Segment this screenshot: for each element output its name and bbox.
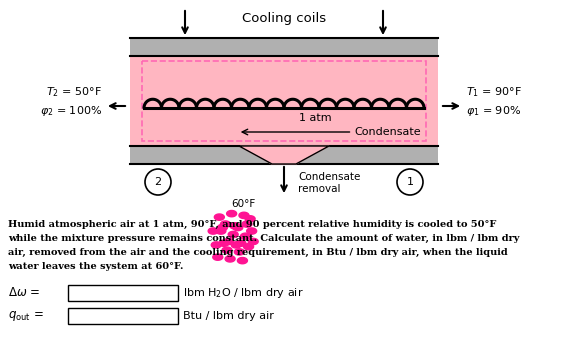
Text: Btu / lbm dry air: Btu / lbm dry air [183,311,274,321]
Polygon shape [213,254,223,260]
Polygon shape [233,224,243,231]
Polygon shape [247,228,257,234]
Polygon shape [228,231,238,238]
FancyBboxPatch shape [130,56,438,146]
Polygon shape [229,223,240,229]
Polygon shape [227,211,237,217]
Polygon shape [244,244,253,250]
Text: $q_\mathrm{out}$ =: $q_\mathrm{out}$ = [8,309,44,323]
Polygon shape [208,228,218,234]
Polygon shape [218,224,227,231]
Polygon shape [216,228,226,234]
Polygon shape [242,221,252,227]
Polygon shape [240,233,250,239]
Text: 60°F: 60°F [232,199,256,209]
Text: 1: 1 [407,177,414,187]
Polygon shape [219,240,229,246]
Polygon shape [237,258,248,264]
Text: $\Delta\omega$ =: $\Delta\omega$ = [8,286,40,300]
Polygon shape [239,146,329,164]
Polygon shape [239,212,249,219]
Text: while the mixture pressure remains constant. Calculate the amount of water, in l: while the mixture pressure remains const… [8,234,519,243]
FancyBboxPatch shape [68,285,178,301]
Text: 1 atm: 1 atm [299,113,332,123]
Polygon shape [211,242,221,248]
FancyBboxPatch shape [68,308,178,324]
Polygon shape [220,221,231,227]
Text: removal: removal [298,184,340,194]
Text: air, removed from the air and the cooling requirement, in Btu / lbm dry air, whe: air, removed from the air and the coolin… [8,248,508,257]
Text: 2: 2 [154,177,161,187]
Polygon shape [235,249,244,255]
FancyBboxPatch shape [130,146,438,164]
Polygon shape [224,238,233,245]
Text: $T_2$ = 50°F: $T_2$ = 50°F [46,85,102,99]
Polygon shape [225,256,235,262]
Polygon shape [214,214,224,220]
Polygon shape [222,247,232,253]
Text: Humid atmospheric air at 1 atm, 90°F, and 90 percent relative humidity is cooled: Humid atmospheric air at 1 atm, 90°F, an… [8,220,496,229]
Text: Condensate: Condensate [354,127,421,137]
Text: $\varphi_1$ = 90%: $\varphi_1$ = 90% [466,104,521,118]
Text: water leaves the system at 60°F.: water leaves the system at 60°F. [8,262,183,271]
Polygon shape [236,240,246,246]
Text: $\varphi_2$ = 100%: $\varphi_2$ = 100% [40,104,102,118]
Text: lbm H$_2$O / lbm dry air: lbm H$_2$O / lbm dry air [183,286,304,300]
Polygon shape [248,238,258,245]
Text: Condensate: Condensate [298,172,360,182]
Polygon shape [245,216,255,222]
Text: Cooling coils: Cooling coils [242,12,326,25]
Polygon shape [231,242,241,248]
FancyBboxPatch shape [130,38,438,56]
Text: $T_1$ = 90°F: $T_1$ = 90°F [466,85,522,99]
